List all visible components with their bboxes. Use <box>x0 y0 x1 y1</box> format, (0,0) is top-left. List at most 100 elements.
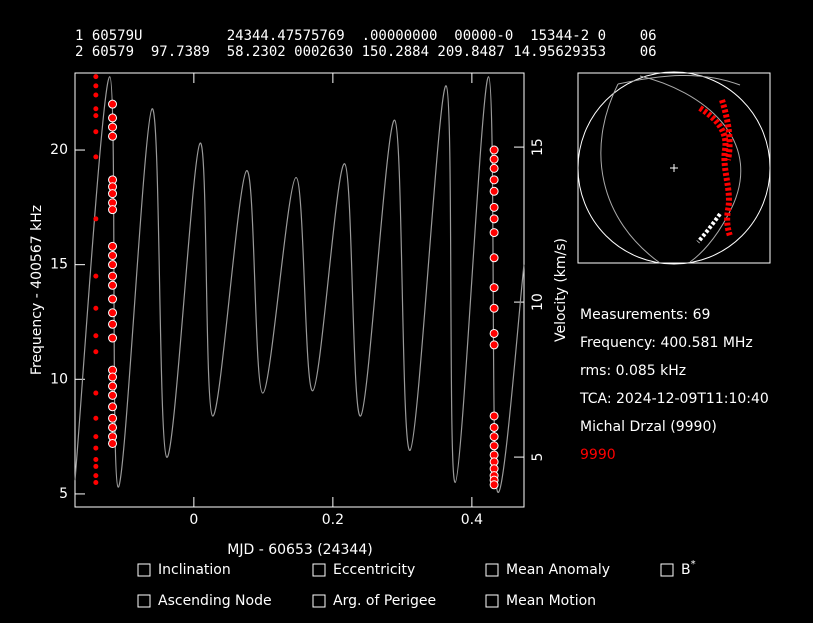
plot-frame <box>74 72 525 508</box>
option-label[interactable]: Eccentricity <box>333 562 415 578</box>
option-text[interactable]: B <box>681 562 691 578</box>
measurement <box>108 113 118 123</box>
checkbox[interactable] <box>660 563 674 577</box>
option-label[interactable]: Inclination <box>158 562 231 578</box>
measurement <box>489 340 499 350</box>
info-line: Michal Drzal (9990) <box>580 419 717 435</box>
measurement <box>489 175 499 185</box>
measurement <box>93 83 99 89</box>
x-tick-label: 0 <box>189 512 198 528</box>
measurement <box>93 273 99 279</box>
measurement <box>489 214 499 224</box>
option-text[interactable]: Mean Anomaly <box>506 562 610 578</box>
measurement <box>489 253 499 263</box>
measurement <box>108 319 118 329</box>
y-tick-label: 15 <box>50 257 68 273</box>
measurement <box>108 205 118 215</box>
measurement <box>93 106 99 112</box>
measurement <box>108 308 118 318</box>
info-line: Measurements: 69 <box>580 307 710 323</box>
measurement <box>489 186 499 196</box>
measurement <box>93 92 99 98</box>
y-tick-label: 10 <box>50 371 68 387</box>
option[interactable]: B* <box>660 559 696 578</box>
measurement <box>108 131 118 141</box>
measurement <box>93 349 99 355</box>
option-text[interactable]: Arg. of Perigee <box>333 593 436 609</box>
measurement <box>108 250 118 260</box>
measurement <box>93 390 99 396</box>
measurement <box>93 333 99 339</box>
measurement <box>93 129 99 135</box>
option-label[interactable]: B* <box>681 559 696 578</box>
measurement <box>108 189 118 199</box>
measurement <box>93 445 99 451</box>
measurement <box>489 432 499 442</box>
option[interactable]: Mean Motion <box>485 593 596 609</box>
option[interactable]: Arg. of Perigee <box>312 593 436 609</box>
x-tick-label: 0.4 <box>461 512 483 528</box>
track <box>617 75 741 86</box>
measurement <box>93 415 99 421</box>
measurement <box>489 411 499 421</box>
measurement <box>108 260 118 270</box>
checkbox[interactable] <box>137 563 151 577</box>
option[interactable]: Inclination <box>137 562 231 578</box>
option-text[interactable]: Ascending Node <box>158 593 272 609</box>
option-text[interactable]: Eccentricity <box>333 562 415 578</box>
measurement <box>93 154 99 160</box>
checkbox[interactable] <box>485 563 499 577</box>
checkbox[interactable] <box>312 594 326 608</box>
measurement <box>93 463 99 469</box>
sky-track <box>696 212 722 244</box>
measurement <box>489 422 499 432</box>
sky-plot <box>577 71 771 265</box>
measurement <box>489 441 499 451</box>
tle-line: 1 60579U 24344.47575769 .00000000 00000-… <box>75 28 657 44</box>
measurement <box>489 202 499 212</box>
zenith <box>670 164 678 172</box>
option-text[interactable]: Mean Motion <box>506 593 596 609</box>
sky-track <box>698 105 733 237</box>
y-axis-label: Frequency - 400567 kHz <box>29 205 45 375</box>
y2-tick-label: 5 <box>530 453 546 462</box>
option-superscript[interactable]: * <box>691 559 696 570</box>
option-label[interactable]: Arg. of Perigee <box>333 593 436 609</box>
measurement <box>489 328 499 338</box>
option-label[interactable]: Mean Motion <box>506 593 596 609</box>
measurement <box>93 305 99 311</box>
option[interactable]: Ascending Node <box>137 593 272 609</box>
checkbox[interactable] <box>137 594 151 608</box>
checkbox[interactable] <box>312 563 326 577</box>
option[interactable]: Mean Anomaly <box>485 562 610 578</box>
measurement <box>108 390 118 400</box>
measurement <box>489 283 499 293</box>
measurement <box>108 99 118 109</box>
measurement <box>108 402 118 412</box>
measurement <box>93 113 99 119</box>
x-axis-label: MJD - 60653 (24344) <box>227 542 372 558</box>
tle-line: 2 60579 97.7389 58.2302 0002630 150.2884… <box>75 44 657 60</box>
info-line: Frequency: 400.581 MHz <box>580 335 753 351</box>
measurement <box>93 74 99 80</box>
checkbox[interactable] <box>485 594 499 608</box>
option-label[interactable]: Mean Anomaly <box>506 562 610 578</box>
measurement <box>489 480 499 490</box>
measurement <box>93 473 99 479</box>
measurement <box>93 434 99 440</box>
track <box>639 75 742 263</box>
y2-tick-label: 15 <box>530 138 546 156</box>
measurement <box>108 241 118 251</box>
info-line: rms: 0.085 kHz <box>580 363 686 379</box>
option[interactable]: Eccentricity <box>312 562 415 578</box>
measurement <box>489 145 499 155</box>
measurement <box>108 381 118 391</box>
measurement <box>108 294 118 304</box>
option-label[interactable]: Ascending Node <box>158 593 272 609</box>
measurement <box>489 228 499 238</box>
option-text[interactable]: Inclination <box>158 562 231 578</box>
measurement <box>108 280 118 290</box>
y2-tick-label: 10 <box>530 293 546 311</box>
